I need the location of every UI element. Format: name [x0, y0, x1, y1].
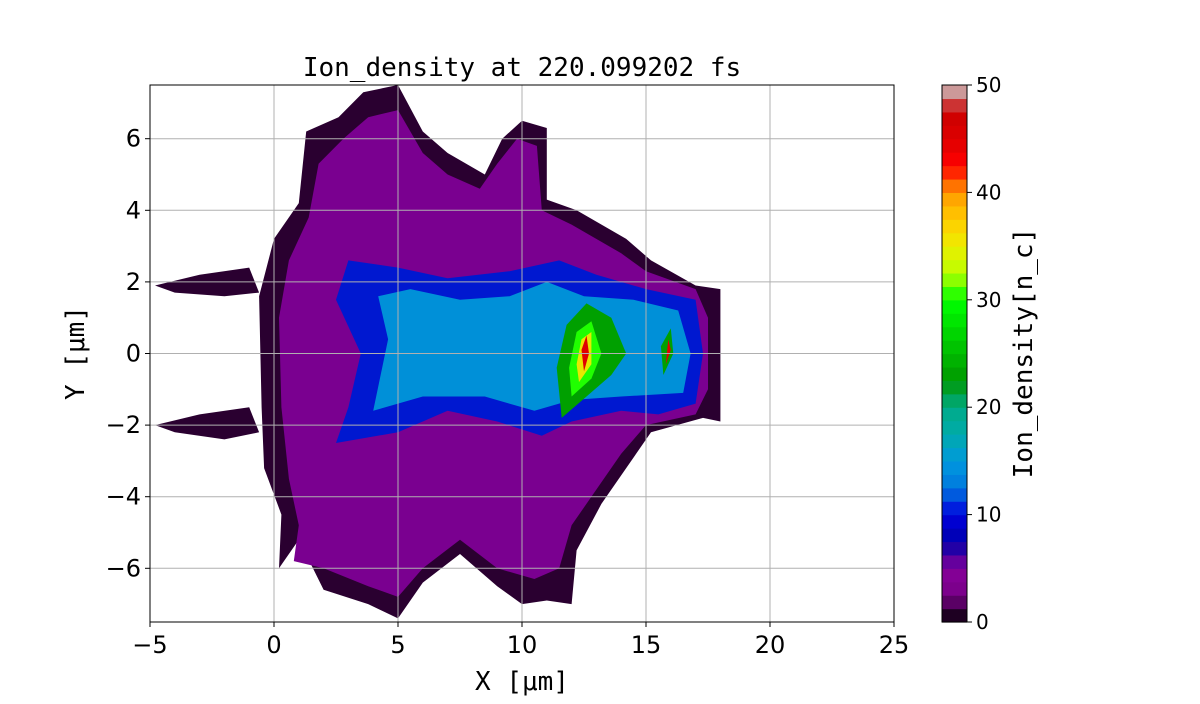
colorbar-level [942, 98, 967, 113]
colorbar-level [942, 568, 967, 583]
y-tick-label: 4 [126, 196, 141, 224]
y-tick-label: −4 [106, 483, 141, 511]
colorbar-level [942, 219, 967, 234]
colorbar-tick-label: 20 [976, 395, 1001, 419]
colorbar-label: Ion_density[n_c] [1009, 228, 1039, 478]
colorbar-level [942, 595, 967, 610]
colorbar-level [942, 460, 967, 475]
x-tick-label: 5 [390, 631, 405, 659]
colorbar-level [942, 340, 967, 355]
colorbar-level [942, 554, 967, 569]
colorbar-level [942, 138, 967, 153]
x-tick-label: 20 [755, 631, 786, 659]
colorbar-level [942, 407, 967, 422]
colorbar-level [942, 272, 967, 287]
colorbar-level [942, 299, 967, 314]
colorbar-tick-label: 10 [976, 503, 1001, 527]
colorbar-level [942, 393, 967, 408]
density-region-10 [155, 407, 260, 440]
colorbar-level [942, 259, 967, 274]
colorbar-tick-label: 0 [976, 610, 989, 634]
colorbar-level [942, 165, 967, 180]
colorbar-level [942, 85, 967, 100]
colorbar-level [942, 125, 967, 140]
colorbar-level [942, 152, 967, 167]
colorbar-level [942, 313, 967, 328]
density-region-9 [665, 339, 671, 365]
y-tick-label: 2 [126, 268, 141, 296]
y-tick-label: 6 [126, 125, 141, 153]
colorbar-level [942, 420, 967, 435]
colorbar-level [942, 366, 967, 381]
colorbar-level [942, 192, 967, 207]
colorbar-level [942, 514, 967, 529]
x-tick-label: 25 [879, 631, 910, 659]
colorbar-tick-label: 50 [976, 73, 1001, 97]
colorbar-level [942, 581, 967, 596]
y-tick-label: 0 [126, 340, 141, 368]
colorbar-level [942, 232, 967, 247]
y-tick-label: −6 [106, 554, 141, 582]
colorbar-level [942, 178, 967, 193]
colorbar-level [942, 286, 967, 301]
x-axis-label: X [μm] [475, 667, 569, 697]
colorbar-level [942, 541, 967, 556]
x-tick-label: −5 [132, 631, 167, 659]
x-tick-label: 0 [266, 631, 281, 659]
colorbar-tick-label: 30 [976, 288, 1001, 312]
colorbar-level [942, 474, 967, 489]
colorbar-level [942, 434, 967, 449]
colorbar [941, 84, 968, 623]
colorbar-level [942, 205, 967, 220]
colorbar-tick-label: 40 [976, 180, 1001, 204]
chart-title: Ion_density at 220.099202 fs [303, 53, 741, 83]
colorbar-level [942, 111, 967, 126]
density-region-3 [373, 281, 691, 411]
y-tick-label: −2 [106, 411, 141, 439]
colorbar-level [942, 447, 967, 462]
colorbar-level [942, 608, 967, 623]
colorbar-level [942, 501, 967, 516]
colorbar-level [942, 326, 967, 341]
colorbar-level [942, 380, 967, 395]
colorbar-level [942, 353, 967, 368]
plot-area [149, 84, 895, 623]
y-axis-label: Y [μm] [61, 306, 91, 400]
colorbar-level [942, 528, 967, 543]
colorbar-level [942, 487, 967, 502]
x-tick-label: 15 [631, 631, 662, 659]
x-tick-label: 10 [507, 631, 538, 659]
colorbar-level [942, 246, 967, 261]
